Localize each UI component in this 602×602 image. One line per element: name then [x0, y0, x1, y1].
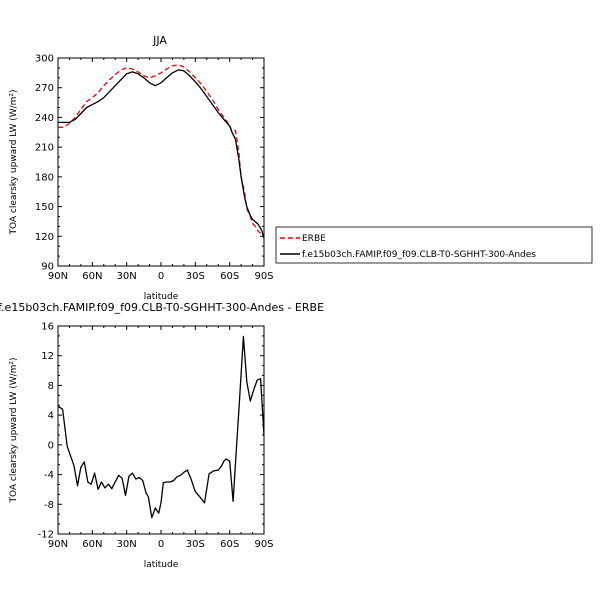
diff-tick-group: -12 -8 -4 0 4 8 12 16 90N 60N 30N 0 30S 60S 90S	[38, 322, 274, 551]
y-tick-label: 300	[35, 54, 54, 65]
series-group	[58, 64, 264, 239]
top-panel: JJA 90 120 150 180 210 240 270 300 90N 60N 30N 0 30S…	[9, 34, 274, 302]
legend-entry-model: f.e15b03ch.FAMIP.f09_f09.CLB-T0-SGHHT-30…	[302, 250, 536, 260]
y-tick-label: 270	[35, 83, 54, 94]
x-tick-label: 90N	[48, 539, 68, 550]
x-tick-label: 90S	[254, 539, 273, 550]
legend-entry-erbe: ERBE	[302, 234, 326, 244]
x-tick-label: 30N	[117, 539, 137, 550]
series-line-1	[58, 335, 264, 519]
y-tick-label: 210	[35, 143, 54, 154]
x-tick-label: 90S	[254, 271, 273, 282]
y-tick-label: 8	[48, 381, 54, 392]
x-tick-label: 60N	[82, 271, 102, 282]
x-tick-label: 60S	[220, 539, 239, 550]
x-tick-label: 30N	[117, 271, 137, 282]
x-tick-label: 90N	[48, 271, 68, 282]
x-tick-label: 30S	[186, 539, 205, 550]
diff-x-axis-label: latitude	[144, 560, 179, 570]
y-axis-label: TOA clearsky upward LW (W/m²)	[9, 89, 19, 235]
diff-y-axis-label: TOA clearsky upward LW (W/m²)	[9, 357, 19, 503]
plot-frame	[57, 57, 265, 267]
legend: ERBE f.e15b03ch.FAMIP.f09_f09.CLB-T0-SGH…	[275, 226, 593, 264]
y-tick-label: 90	[41, 262, 54, 273]
x-tick-label: 0	[158, 271, 164, 282]
x-tick-label: 30S	[186, 271, 205, 282]
y-tick-label: 4	[48, 411, 54, 422]
x-tick-label: 60N	[82, 539, 102, 550]
y-tick-label: 180	[35, 172, 54, 183]
x-tick-label: 0	[158, 539, 164, 550]
x-tick-label: 60S	[220, 271, 239, 282]
y-tick-label: 0	[48, 440, 54, 451]
y-tick-label: -4	[44, 470, 54, 481]
y-tick-label: 150	[35, 202, 54, 213]
tick-group: 90 120 150 180 210 240 270 300 90N 60N 30N 0 30S 60S 9…	[35, 54, 274, 283]
y-tick-label: 16	[41, 322, 54, 333]
legend-box	[275, 226, 593, 264]
bottom-panel: f.e15b03ch.FAMIP.f09_f09.CLB-T0-SGHHT-30…	[0, 301, 324, 570]
x-axis-label: latitude	[144, 292, 179, 302]
y-tick-label: 120	[35, 232, 54, 243]
series-line-2	[58, 69, 264, 239]
y-tick-label: -8	[44, 500, 54, 511]
chart-title: JJA	[152, 34, 167, 47]
y-tick-label: -12	[38, 530, 54, 541]
y-tick-label: 240	[35, 113, 54, 124]
diff-series-group	[58, 335, 264, 519]
series-line-1	[58, 64, 264, 238]
y-tick-label: 12	[41, 351, 54, 362]
diff-chart-title: f.e15b03ch.FAMIP.f09_f09.CLB-T0-SGHHT-30…	[0, 301, 324, 314]
